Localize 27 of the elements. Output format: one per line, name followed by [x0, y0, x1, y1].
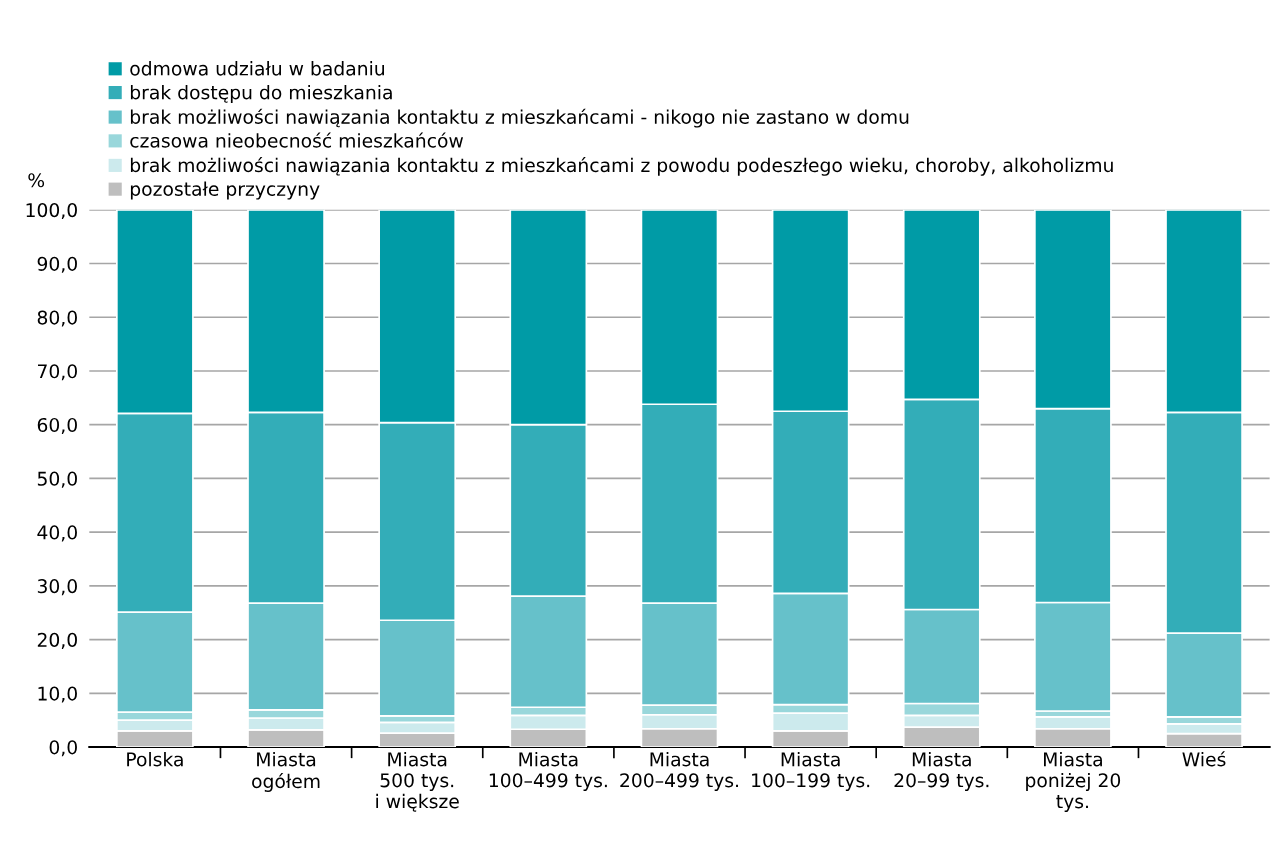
y-tick-label: 40,0 [37, 525, 77, 542]
y-tick-label: 100,0 [26, 203, 77, 220]
y-tick-label: 10,0 [38, 686, 77, 703]
y-tick-label: 20,0 [37, 632, 77, 649]
y-tick-label: 0,0 [49, 740, 77, 757]
y-tick-label: 70,0 [38, 364, 77, 381]
x-tick-label: Miasta 100–199 tys. [752, 751, 870, 792]
legend-label: czasowa nieobecność mieszkańców [130, 132, 464, 148]
x-tick-label: Polska [127, 751, 183, 767]
y-tick-label: 50,0 [37, 471, 77, 488]
x-tick-label: Miasta 200–499 tys. [620, 751, 738, 792]
x-tick-label: Miasta 20–99 tys. [894, 751, 989, 792]
x-tick-label: Miasta ogółem [252, 751, 320, 792]
legend-label: brak możliwości nawiązania kontaktu z mieszkańcami - nikogo nie zastano w domu [130, 108, 909, 128]
y-tick-label: 60,0 [37, 417, 77, 434]
legend-label: pozostałe przyczyny [130, 181, 320, 200]
legend-label: odmowa udziału w badaniu [130, 61, 384, 76]
legend-label: brak możliwości nawiązania kontaktu z mieszkańcami z powodu podeszłego wieku, choroby, alkoholizmu [130, 156, 1113, 176]
y-axis-title: % [28, 173, 45, 188]
legend-label: brak dostępu do mieszkania [130, 84, 392, 104]
y-tick-label: 90,0 [37, 256, 77, 273]
x-tick-label: Miasta poniżej 20 tys. [1026, 751, 1121, 813]
x-tick-label: Wieś [1182, 751, 1226, 767]
x-tick-label: Miasta 500 tys. i większe [376, 751, 459, 812]
y-tick-label: 30,0 [37, 579, 77, 596]
y-tick-label: 80,0 [37, 310, 77, 327]
x-tick-label: Miasta 100–499 tys. [489, 751, 607, 792]
